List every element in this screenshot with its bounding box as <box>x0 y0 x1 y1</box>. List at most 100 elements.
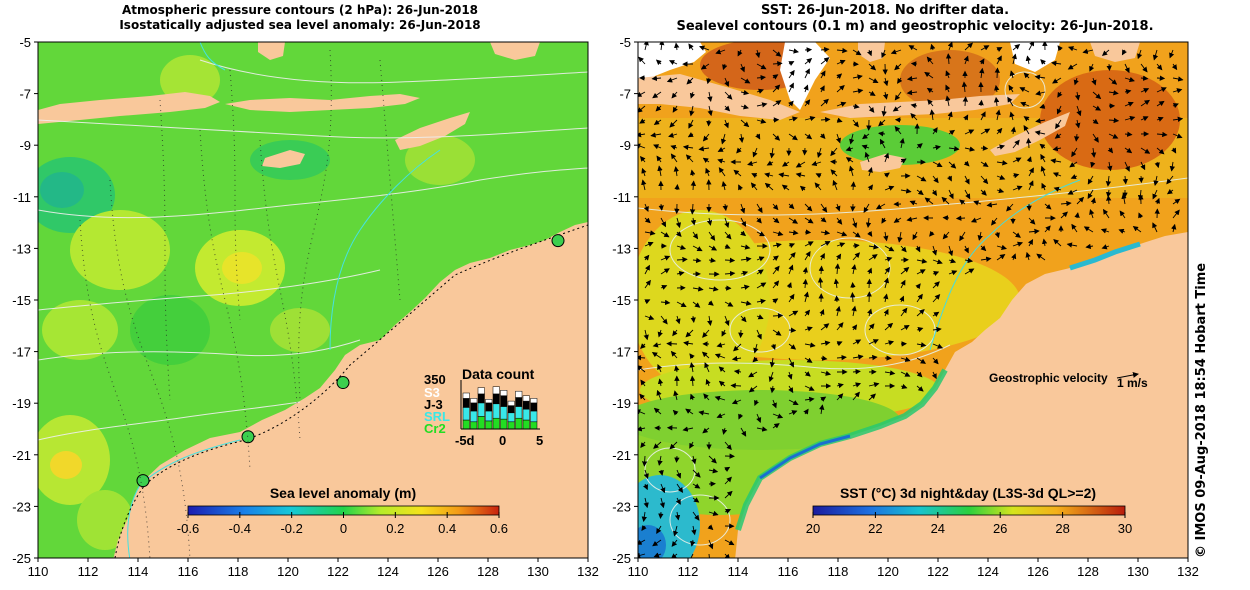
velocity-arrow <box>788 48 799 54</box>
velocity-arrow <box>652 342 662 348</box>
velocity-arrow <box>772 265 780 275</box>
velocity-arrow <box>724 301 734 307</box>
data-count-bar-segment <box>500 418 508 430</box>
sla-anomaly-high-6 <box>270 308 330 352</box>
velocity-arrow <box>660 284 668 290</box>
y-tick-label: -25 <box>12 551 31 566</box>
data-count-bar-segment <box>500 395 508 407</box>
tide-gauge-station-marker <box>136 474 150 488</box>
data-count-bar-segment <box>485 399 493 404</box>
velocity-arrow <box>910 113 918 121</box>
velocity-arrow <box>644 230 656 236</box>
velocity-arrow <box>900 279 906 289</box>
velocity-arrow <box>721 329 727 337</box>
velocity-arrow <box>731 399 742 405</box>
velocity-arrow <box>836 341 843 347</box>
velocity-arrow <box>861 144 870 150</box>
velocity-arrow <box>868 323 875 331</box>
velocity-arrow <box>930 43 936 51</box>
velocity-arrow <box>955 215 966 221</box>
velocity-arrow <box>1154 161 1160 169</box>
velocity-arrow <box>1012 173 1020 179</box>
velocity-arrow <box>1028 167 1034 177</box>
velocity-arrow <box>804 385 815 391</box>
velocity-arrow <box>644 299 651 305</box>
velocity-arrow <box>1121 193 1127 205</box>
velocity-arrow <box>980 45 990 51</box>
velocity-arrow <box>674 511 681 521</box>
x-tick-label: 122 <box>327 564 349 579</box>
velocity-arrow <box>769 357 776 368</box>
velocity-arrow <box>688 43 694 51</box>
velocity-arrow <box>1172 88 1183 94</box>
velocity-arrow <box>639 156 646 163</box>
velocity-arrow <box>1067 189 1078 195</box>
velocity-arrow <box>692 469 701 478</box>
velocity-arrow <box>1012 185 1023 191</box>
velocity-arrow <box>772 230 784 237</box>
velocity-arrow <box>819 133 826 140</box>
velocity-arrow <box>1089 209 1095 219</box>
velocity-arrow <box>714 395 726 401</box>
velocity-arrow <box>804 357 813 363</box>
velocity-arrow <box>689 441 695 449</box>
velocity-arrow <box>660 483 666 494</box>
velocity-arrow <box>788 264 794 275</box>
velocity-arrow <box>1156 116 1164 122</box>
data-count-bar-segment <box>470 398 478 404</box>
x-tick-label: 128 <box>1077 564 1099 579</box>
velocity-arrow <box>714 353 726 359</box>
velocity-arrow <box>1092 133 1099 143</box>
velocity-arrow <box>852 243 860 249</box>
velocity-arrow <box>836 101 847 107</box>
velocity-arrow <box>724 476 732 485</box>
velocity-arrow <box>660 231 670 238</box>
y-tick-label: -7 <box>619 87 631 102</box>
velocity-arrow <box>724 243 731 249</box>
velocity-arrow <box>1124 76 1135 83</box>
velocity-arrow <box>756 426 768 432</box>
velocity-arrow <box>689 353 695 360</box>
velocity-arrow <box>1020 101 1030 107</box>
velocity-arrow <box>994 231 1000 239</box>
sla-java-island <box>38 92 220 124</box>
velocity-arrow <box>1053 186 1062 192</box>
sst-papua-south <box>1090 42 1140 62</box>
velocity-arrow <box>1071 147 1078 158</box>
velocity-arrow <box>752 147 758 158</box>
velocity-arrow <box>708 510 719 516</box>
velocity-arrow <box>643 203 649 213</box>
velocity-arrow <box>702 427 710 434</box>
velocity-arrow <box>804 371 811 377</box>
velocity-arrow <box>770 343 776 351</box>
velocity-arrow <box>640 343 646 349</box>
sst-australia-land <box>735 232 1188 558</box>
velocity-arrow <box>802 278 809 289</box>
velocity-arrow <box>692 245 703 252</box>
velocity-arrow <box>835 253 842 261</box>
velocity-arrow <box>964 175 970 185</box>
velocity-arrow <box>820 98 829 107</box>
velocity-arrow <box>1156 147 1165 155</box>
velocity-arrow <box>1056 105 1062 115</box>
velocity-arrow <box>959 199 966 205</box>
velocity-arrow <box>845 146 854 152</box>
sla-anomaly-high-7 <box>405 135 475 185</box>
right-title-line2: Sealevel contours (0.1 m) and geostrophi… <box>676 19 1154 34</box>
velocity-arrow <box>947 42 953 51</box>
velocity-arrow <box>979 58 985 65</box>
velocity-arrow <box>912 231 918 241</box>
velocity-arrow <box>980 161 989 168</box>
sla-anomaly-mid-1 <box>130 295 210 365</box>
velocity-arrow <box>959 231 966 242</box>
y-tick-label: -9 <box>619 138 631 153</box>
velocity-arrow <box>964 129 975 135</box>
velocity-arrow <box>690 217 697 226</box>
velocity-arrow <box>772 280 780 289</box>
velocity-arrow <box>1118 228 1126 234</box>
sst-map <box>638 42 1188 558</box>
velocity-arrow <box>1035 118 1046 124</box>
velocity-arrow <box>995 109 1001 121</box>
velocity-arrow <box>652 539 662 547</box>
